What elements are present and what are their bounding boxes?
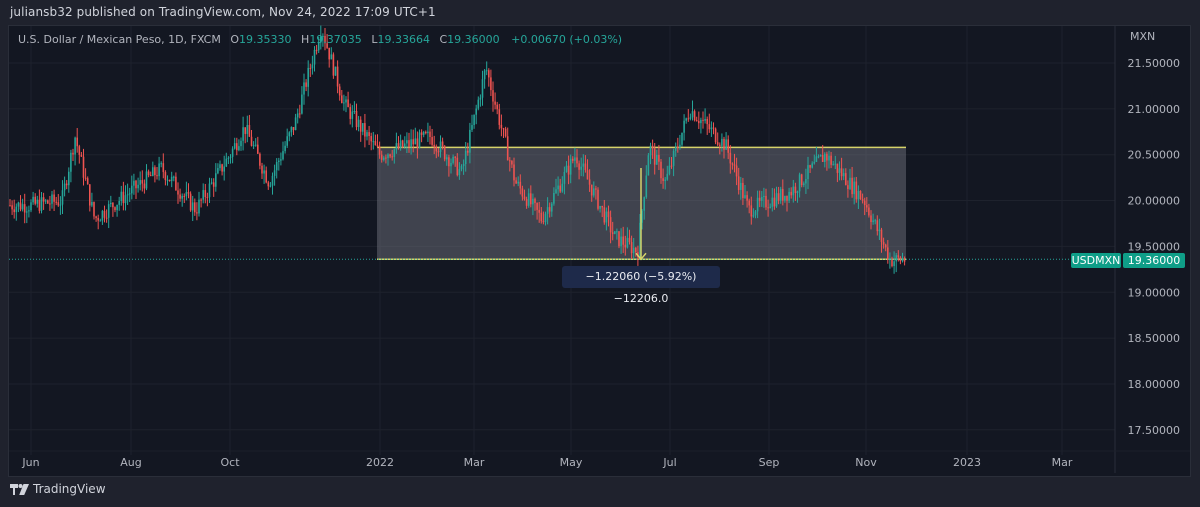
brand-name: TradingView [33, 482, 106, 496]
close-label: C [439, 33, 448, 46]
symbol-tag: USDMXN [1071, 253, 1121, 268]
symbol-legend: U.S. Dollar / Mexican Peso, 1D, FXCM O19… [18, 33, 622, 46]
time-axis-tick: Aug [120, 456, 141, 469]
last-price-tag: 19.36000 [1123, 253, 1185, 268]
price-axis-tick: 21.50000 [1128, 57, 1181, 70]
low-value: 19.33664 [377, 33, 430, 46]
time-axis-tick: Nov [855, 456, 877, 469]
candles [9, 25, 1115, 274]
time-axis-tick: Jul [662, 456, 676, 469]
measure-arrow [635, 168, 647, 261]
measure-tooltip: −1.22060 (−5.92%) −12206.0 [562, 266, 720, 305]
time-axis-tick: Mar [464, 456, 485, 469]
time-axis-tick: Jun [21, 456, 39, 469]
price-axis-tick: 21.00000 [1128, 103, 1181, 116]
change-value: +0.00670 (+0.03%) [511, 33, 623, 46]
time-axis-tick: May [560, 456, 583, 469]
price-axis-tick: 20.00000 [1128, 195, 1181, 208]
time-axis-tick: 2023 [953, 456, 981, 469]
publisher-line: juliansb32 published on TradingView.com,… [10, 5, 436, 19]
price-axis-tick: 17.50000 [1128, 424, 1181, 437]
price-axis-tick: 18.00000 [1128, 378, 1181, 391]
time-axis-tick: Sep [759, 456, 780, 469]
high-label: H [301, 33, 310, 46]
price-axis-tick: 19.00000 [1128, 286, 1181, 299]
price-axis-tick: 20.50000 [1128, 149, 1181, 162]
time-axis-tick: Oct [220, 456, 240, 469]
time-axis-tick: 2022 [366, 456, 394, 469]
open-label: O [230, 33, 240, 46]
svg-text:MXN: MXN [1130, 30, 1155, 43]
symbol-description: U.S. Dollar / Mexican Peso, 1D, FXCM [18, 33, 221, 46]
axes: Jun Aug Oct 2022 Mar May Jul Sep Nov 2023 Mar 21.50… [9, 26, 1190, 473]
high-value: 19.37035 [309, 33, 362, 46]
time-axis-tick: Mar [1052, 456, 1073, 469]
open-value: 19.35330 [239, 33, 292, 46]
price-axis-tick: 19.50000 [1128, 240, 1181, 253]
tradingview-logo-icon [10, 483, 29, 495]
low-label: L [371, 33, 378, 46]
chart-pane[interactable] [8, 25, 1191, 477]
footer-brand[interactable]: TradingView [10, 482, 106, 496]
close-value: 19.36000 [447, 33, 500, 46]
grid-lines [9, 26, 1115, 455]
price-axis-tick: 18.50000 [1128, 332, 1181, 345]
